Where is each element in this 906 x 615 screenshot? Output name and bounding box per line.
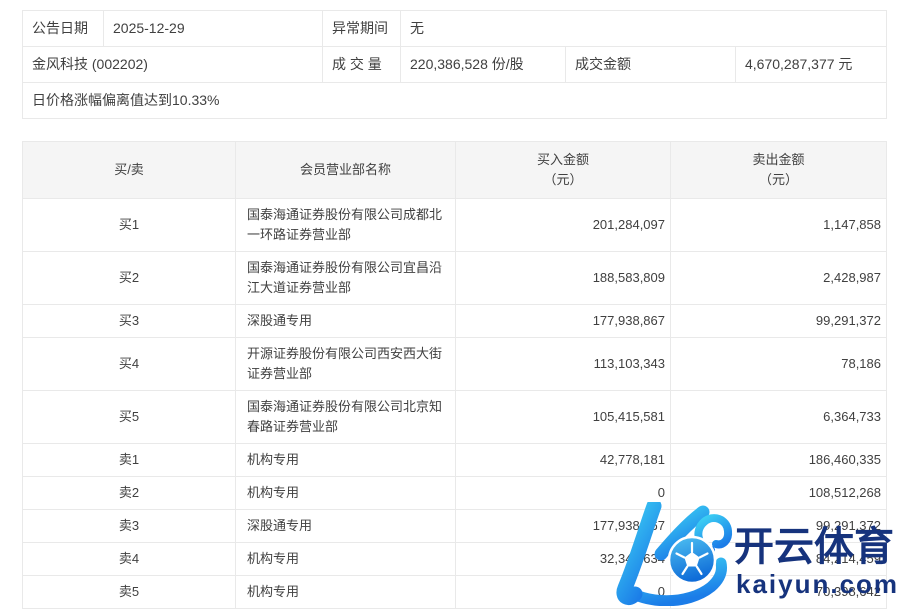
turnover-label: 成交金额 <box>565 46 736 83</box>
side-cell: 买1 <box>22 198 236 252</box>
sell-amount-cell: 99,291,372 <box>670 304 887 338</box>
announce-date-value: 2025-12-29 <box>103 10 323 47</box>
side-cell: 卖1 <box>22 443 236 477</box>
branch-cell: 国泰海通证券股份有限公司成都北一环路证券营业部 <box>235 198 456 252</box>
branch-cell: 国泰海通证券股份有限公司宜昌沿江大道证券营业部 <box>235 251 456 305</box>
side-cell: 卖4 <box>22 542 236 576</box>
branch-cell: 机构专用 <box>235 443 456 477</box>
col-header-buy: 买入金额 （元） <box>455 141 671 199</box>
branch-cell: 机构专用 <box>235 476 456 510</box>
col-header-sell: 卖出金额 （元） <box>670 141 887 199</box>
volume-value: 220,386,528 份/股 <box>400 46 566 83</box>
side-cell: 卖2 <box>22 476 236 510</box>
branch-cell: 国泰海通证券股份有限公司北京知春路证券营业部 <box>235 390 456 444</box>
branch-cell: 机构专用 <box>235 542 456 576</box>
table-row: 买3 深股通专用 177,938,867 99,291,372 <box>22 304 887 338</box>
kaiyun-k-soccer-logo-icon <box>616 502 733 606</box>
branch-cell: 深股通专用 <box>235 304 456 338</box>
branch-cell: 开源证券股份有限公司西安西大街证券营业部 <box>235 337 456 391</box>
table-row: 卖2 机构专用 0 108,512,268 <box>22 476 887 510</box>
buy-amount-cell: 188,583,809 <box>455 251 671 305</box>
table-row: 卖1 机构专用 42,778,181 186,460,335 <box>22 443 887 477</box>
buy-amount-cell: 113,103,343 <box>455 337 671 391</box>
sell-amount-cell: 6,364,733 <box>670 390 887 444</box>
soccer-ball-icon <box>667 535 717 585</box>
stock-info-table: 公告日期 2025-12-29 异常期间 无 金风科技 (002202) 成 交… <box>22 10 887 119</box>
table-header-row: 买/卖 会员营业部名称 买入金额 （元） 卖出金额 （元） <box>22 141 887 199</box>
volume-label: 成 交 量 <box>322 46 401 83</box>
abnormal-period-value: 无 <box>400 10 887 47</box>
sell-amount-cell: 78,186 <box>670 337 887 391</box>
abnormal-period-label: 异常期间 <box>322 10 401 47</box>
table-row: 买2 国泰海通证券股份有限公司宜昌沿江大道证券营业部 188,583,809 2… <box>22 251 887 305</box>
buy-amount-cell: 0 <box>455 476 671 510</box>
side-cell: 买3 <box>22 304 236 338</box>
buy-amount-cell: 177,938,867 <box>455 304 671 338</box>
watermark-domain-text: kaiyun.com <box>736 569 900 599</box>
sell-amount-cell: 1,147,858 <box>670 198 887 252</box>
kaiyun-watermark: 开云体育 kaiyun.com <box>615 496 906 608</box>
turnover-value: 4,670,287,377 元 <box>735 46 887 83</box>
table-row: 买4 开源证券股份有限公司西安西大街证券营业部 113,103,343 78,1… <box>22 337 887 391</box>
buy-amount-cell: 201,284,097 <box>455 198 671 252</box>
sell-amount-cell: 108,512,268 <box>670 476 887 510</box>
sell-amount-cell: 186,460,335 <box>670 443 887 477</box>
table-row: 买5 国泰海通证券股份有限公司北京知春路证券营业部 105,415,581 6,… <box>22 390 887 444</box>
buy-amount-cell: 42,778,181 <box>455 443 671 477</box>
stock-name: 金风科技 (002202) <box>22 46 323 83</box>
buy-amount-cell: 177,938,867 <box>455 509 671 543</box>
sell-amount-cell: 2,428,987 <box>670 251 887 305</box>
side-cell: 卖3 <box>22 509 236 543</box>
info-row-stock: 金风科技 (002202) 成 交 量 220,386,528 份/股 成交金额… <box>22 46 887 83</box>
col-header-branch: 会员营业部名称 <box>235 141 456 199</box>
side-cell: 买2 <box>22 251 236 305</box>
announce-date-label: 公告日期 <box>22 10 104 47</box>
info-row-announce: 公告日期 2025-12-29 异常期间 无 <box>22 10 887 47</box>
branch-cell: 机构专用 <box>235 575 456 609</box>
side-cell: 买5 <box>22 390 236 444</box>
table-row: 买1 国泰海通证券股份有限公司成都北一环路证券营业部 201,284,097 1… <box>22 198 887 252</box>
side-cell: 买4 <box>22 337 236 391</box>
col-header-side: 买/卖 <box>22 141 236 199</box>
info-row-reason: 日价格涨幅偏离值达到10.33% <box>22 82 887 119</box>
branch-cell: 深股通专用 <box>235 509 456 543</box>
buy-amount-cell: 105,415,581 <box>455 390 671 444</box>
watermark-brand-text: 开云体育 <box>734 525 894 569</box>
side-cell: 卖5 <box>22 575 236 609</box>
listing-reason: 日价格涨幅偏离值达到10.33% <box>22 82 887 119</box>
